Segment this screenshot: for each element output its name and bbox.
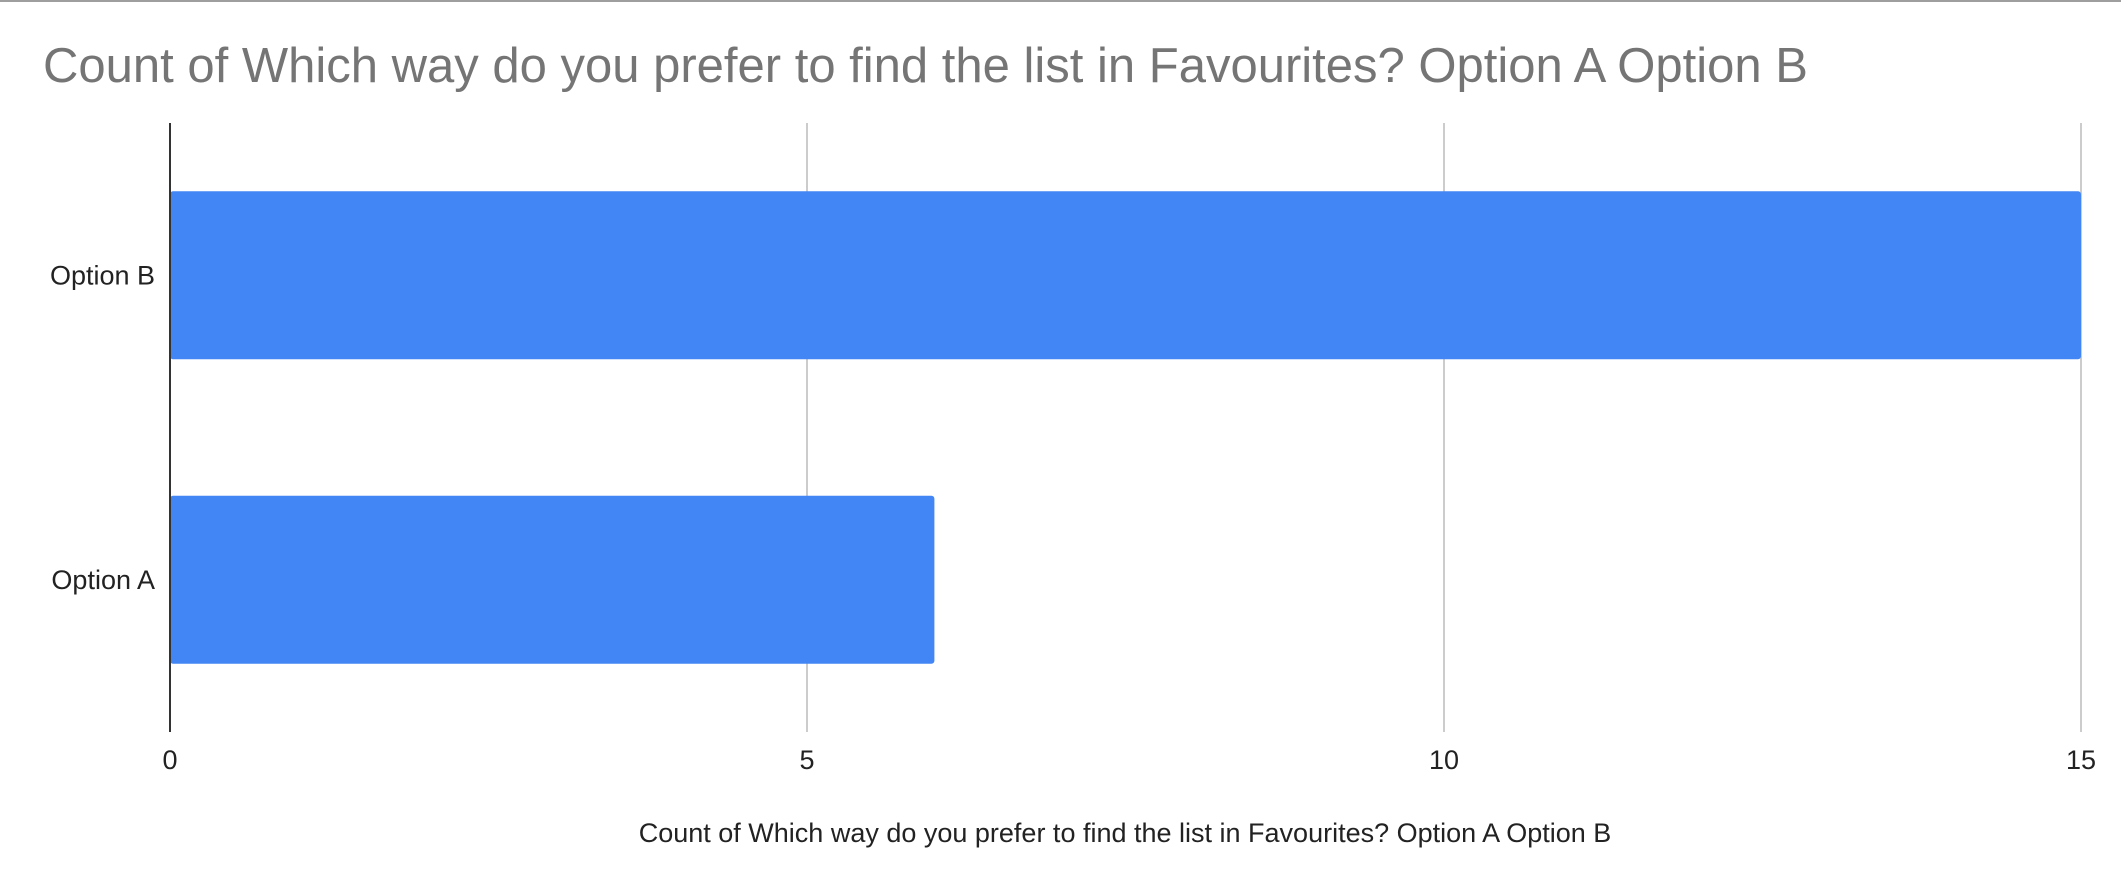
y-category-label: Option A — [51, 565, 155, 595]
x-tick-label: 0 — [162, 745, 177, 775]
x-tick-label: 5 — [799, 745, 814, 775]
top-border — [0, 0, 2121, 2]
bar-option-a — [170, 495, 935, 664]
label-layer: 0 5 10 15 Option B Option A — [50, 260, 2096, 775]
bar-layer — [170, 191, 2081, 664]
x-tick-label: 15 — [2066, 745, 2096, 775]
chart-title: Count of Which way do you prefer to find… — [43, 39, 1808, 93]
x-axis-title: Count of Which way do you prefer to find… — [639, 818, 1612, 848]
y-category-label: Option B — [50, 260, 155, 290]
bar-option-b — [170, 191, 2081, 360]
x-tick-label: 10 — [1429, 745, 1459, 775]
